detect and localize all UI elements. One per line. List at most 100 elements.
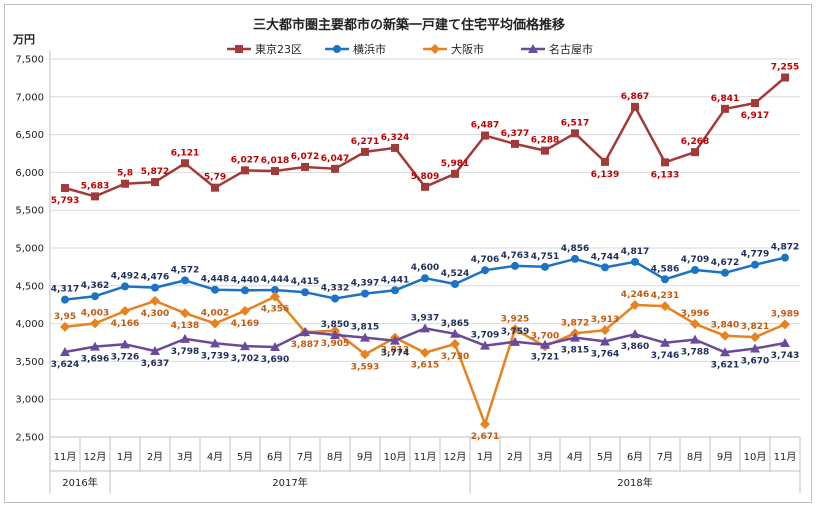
data-point: [690, 318, 700, 329]
data-point: [751, 260, 759, 269]
data-point: [420, 323, 430, 333]
data-label: 3,670: [741, 357, 769, 367]
data-point: [330, 329, 340, 339]
data-point: [421, 274, 429, 283]
data-label: 4,002: [201, 308, 229, 318]
x-tick-label: 2月: [147, 451, 163, 463]
data-label: 3,815: [561, 346, 589, 356]
data-point: [120, 339, 130, 349]
data-label: 4,672: [711, 258, 739, 268]
x-tick-label: 1月: [117, 451, 133, 463]
legend-marker: [430, 44, 440, 54]
data-point: [90, 341, 100, 351]
data-label: 3,624: [51, 360, 79, 370]
data-point: [121, 282, 129, 291]
data-label: 5,981: [441, 159, 469, 169]
data-point: [331, 164, 339, 173]
legend-label: 名古屋市: [549, 42, 593, 56]
data-point: [481, 266, 489, 275]
x-tick-label: 11月: [54, 451, 77, 463]
data-point: [360, 349, 370, 360]
data-point: [511, 261, 519, 270]
data-label: 3,621: [711, 360, 739, 370]
year-label: 2017年: [272, 476, 307, 489]
y-tick-label: 5,000: [15, 244, 44, 255]
x-tick-label: 1月: [477, 451, 493, 463]
x-tick-label: 11月: [414, 451, 437, 463]
data-label: 4,138: [171, 321, 199, 331]
x-tick-label: 9月: [357, 451, 373, 463]
data-label: 4,872: [771, 243, 799, 253]
data-label: 4,476: [141, 273, 169, 283]
data-point: [780, 338, 790, 348]
x-tick-label: 7月: [657, 451, 673, 463]
data-point: [480, 340, 490, 350]
data-point: [181, 276, 189, 285]
data-point: [180, 333, 190, 343]
data-label: 4,397: [351, 279, 379, 289]
data-label: 3,690: [261, 355, 289, 365]
data-point: [240, 341, 250, 351]
data-point: [271, 286, 279, 295]
data-label: 3,702: [231, 354, 259, 364]
x-tick-label: 4月: [567, 451, 583, 463]
y-tick-label: 2,500: [15, 433, 44, 444]
data-point: [61, 295, 69, 304]
data-label: 4,572: [171, 265, 199, 275]
data-label: 6,268: [681, 137, 709, 147]
data-point: [781, 73, 789, 82]
data-point: [750, 343, 760, 353]
data-label: 3,996: [681, 309, 709, 319]
data-label: 6,917: [741, 111, 769, 121]
data-point: [361, 289, 369, 298]
data-label: 6,867: [621, 92, 649, 102]
data-point: [181, 159, 189, 168]
data-point: [750, 332, 760, 343]
data-point: [331, 294, 339, 303]
data-point: [601, 157, 609, 166]
data-label: 3,615: [411, 361, 439, 371]
data-point: [480, 419, 490, 430]
data-label: 4,169: [231, 319, 259, 329]
data-label: 4,003: [81, 308, 109, 318]
data-point: [720, 347, 730, 357]
data-label: 4,356: [261, 305, 289, 315]
data-point: [691, 148, 699, 157]
data-label: 6,377: [501, 129, 529, 139]
y-tick-label: 6,000: [15, 168, 44, 179]
chart-title: 三大都市圏主要都市の新築一戸建て住宅平均価格推移: [253, 17, 565, 33]
y-tick-label: 7,000: [15, 92, 44, 103]
data-point: [211, 285, 219, 294]
data-label: 3,637: [141, 359, 169, 369]
data-label: 6,133: [651, 170, 679, 180]
data-point: [240, 305, 250, 316]
data-label: 6,841: [711, 94, 739, 104]
data-label: 3,759: [501, 327, 529, 337]
data-point: [421, 182, 429, 191]
data-label: 4,586: [651, 264, 679, 274]
data-point: [61, 184, 69, 193]
data-label: 6,047: [321, 154, 349, 164]
data-point: [270, 342, 280, 352]
data-point: [540, 339, 550, 349]
data-point: [300, 327, 310, 337]
data-point: [451, 279, 459, 288]
data-label: 6,517: [561, 118, 589, 128]
data-label: 4,744: [591, 252, 619, 262]
x-tick-label: 4月: [207, 451, 223, 463]
x-tick-label: 8月: [327, 451, 343, 463]
legend-item: 名古屋市: [521, 42, 593, 56]
data-point: [751, 99, 759, 108]
data-point: [390, 335, 400, 345]
data-point: [600, 336, 610, 346]
data-label: 3,764: [591, 349, 619, 359]
x-tick-label: 12月: [444, 451, 467, 463]
x-tick-label: 12月: [84, 451, 107, 463]
legend-item: 大阪市: [423, 42, 484, 56]
chart-frame: 三大都市圏主要都市の新築一戸建て住宅平均価格推移 万円 2,500 3,000 3,50…: [4, 4, 812, 503]
data-point: [301, 288, 309, 297]
data-label: 3,913: [591, 315, 619, 325]
data-label: 4,600: [411, 263, 439, 273]
